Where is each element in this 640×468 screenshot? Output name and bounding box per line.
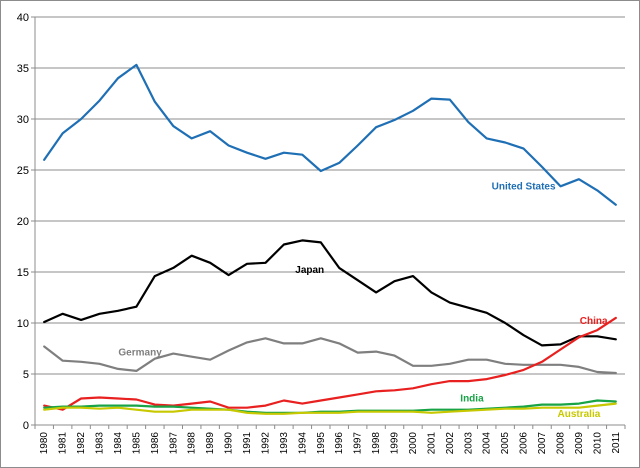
series-labels: United States Japan Germany China India Austr… <box>118 181 608 419</box>
x-tick-label-2003: 2003 <box>463 432 474 455</box>
x-tick-label-1998: 1998 <box>371 432 382 455</box>
x-tick-label-2005: 2005 <box>500 432 511 455</box>
x-tick-label-1982: 1982 <box>76 432 87 455</box>
x-tick-label-1996: 1996 <box>334 432 345 455</box>
gridlines <box>35 16 625 375</box>
x-tick-label-2010: 2010 <box>592 432 603 455</box>
x-tick-label-1992: 1992 <box>260 432 271 455</box>
y-tick-label-25: 25 <box>17 165 29 177</box>
y-tick-label-40: 40 <box>17 12 29 24</box>
x-tick-label-1999: 1999 <box>390 432 401 455</box>
x-tick-label-1989: 1989 <box>205 432 216 455</box>
x-tick-label-2002: 2002 <box>445 432 456 455</box>
series-line-japan <box>43 239 617 347</box>
series-line-india <box>43 399 617 414</box>
y-tick-label-15: 15 <box>17 267 29 279</box>
x-tick-label-2007: 2007 <box>537 432 548 455</box>
x-tick-label-2011: 2011 <box>611 432 622 454</box>
y-tick-label-10: 10 <box>17 318 29 330</box>
x-tick-label-2004: 2004 <box>482 432 493 455</box>
y-tick-label-20: 20 <box>17 216 29 228</box>
x-tick-label-1983: 1983 <box>95 432 106 455</box>
x-tick-label-2006: 2006 <box>519 432 530 455</box>
x-tick-label-1990: 1990 <box>224 432 235 455</box>
x-tick-label-1997: 1997 <box>353 432 364 455</box>
series-label-united-states: United States <box>492 181 556 192</box>
y-tick-label-5: 5 <box>23 369 29 381</box>
series-label-india: India <box>460 394 484 405</box>
x-tick-label-1980: 1980 <box>39 432 50 455</box>
x-tick-label-1986: 1986 <box>150 432 161 455</box>
series-line-germany <box>43 337 617 375</box>
series-line-australia <box>43 402 617 415</box>
x-tick-label-1991: 1991 <box>242 432 253 455</box>
x-tick-label-1985: 1985 <box>131 432 142 455</box>
series-label-china: China <box>580 316 608 327</box>
series-line-china <box>43 316 617 411</box>
series-line-united-states <box>43 63 617 206</box>
axes: 0 5 10 15 20 25 30 35 40 1980 1981 1982 1983 1984 1985… <box>17 12 626 455</box>
x-tick-label-1994: 1994 <box>297 432 308 455</box>
y-tick-label-0: 0 <box>23 420 29 432</box>
x-tick-label-1981: 1981 <box>58 432 69 455</box>
x-tick-label-2008: 2008 <box>555 432 566 455</box>
x-tick-label-2009: 2009 <box>574 432 585 455</box>
series-label-australia: Australia <box>558 409 601 420</box>
x-tick-label-1995: 1995 <box>316 432 327 455</box>
x-tick-label-2000: 2000 <box>408 432 419 455</box>
y-tick-label-35: 35 <box>17 63 29 75</box>
series-label-germany: Germany <box>118 348 162 359</box>
x-tick-label-1987: 1987 <box>168 432 179 455</box>
y-tick-label-30: 30 <box>17 114 29 126</box>
x-tick-label-1984: 1984 <box>113 432 124 455</box>
series-label-japan: Japan <box>295 265 324 276</box>
x-tick-label-1993: 1993 <box>279 432 290 455</box>
x-tick-label-1988: 1988 <box>187 432 198 455</box>
series-lines <box>43 63 617 415</box>
x-tick-label-2001: 2001 <box>426 432 437 455</box>
